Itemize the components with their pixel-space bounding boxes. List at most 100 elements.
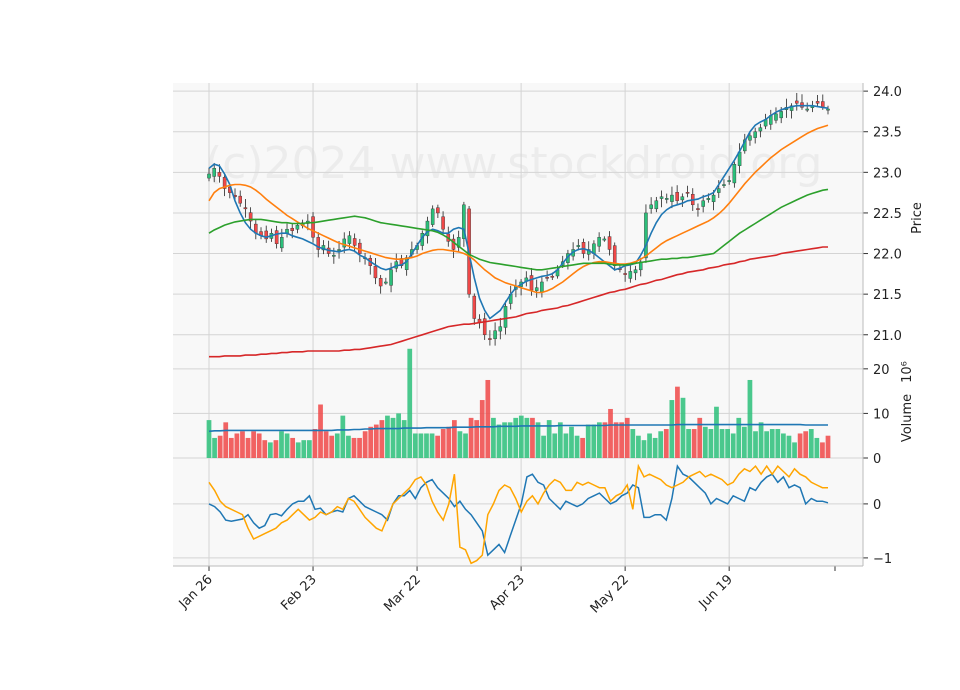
candle-body [753,131,757,138]
volume-bar [691,429,697,458]
price-tick-label: 23.0 [873,166,902,181]
volume-bar [719,429,725,458]
volume-bar [669,400,675,458]
volume-bar [764,431,770,458]
volume-bar [580,437,586,458]
candle-body [597,237,601,247]
candle-body [581,242,586,254]
candle-body [732,164,737,184]
candle-body [758,127,763,132]
candle-body [347,235,352,244]
volume-bar [401,420,407,458]
candle-body [358,242,362,254]
volume-bar [440,429,446,458]
volume-bar [530,417,535,458]
volume-bar [786,435,792,458]
volume-bar [608,408,613,458]
x-tick-label: Mar 22 [381,572,424,615]
volume-bar [346,435,351,458]
moving-average-line [208,188,829,271]
candle-body [222,177,227,189]
moving-average-line [208,124,829,294]
volume-bar [446,426,452,458]
candle-body [280,237,284,249]
volume-bar [312,429,318,458]
volume-bar [362,431,368,458]
volume-bar [491,417,496,458]
candle-body [540,281,544,293]
candle-body [633,269,638,274]
candle-body [774,113,778,121]
volume-bar [240,431,245,458]
volume-bar [758,422,764,458]
volume-bar [686,429,691,458]
volume-bar [502,422,507,458]
price-panel-bg [173,83,863,351]
volume-bar [814,437,820,458]
volume-bar [412,433,418,458]
candle-body [670,194,674,202]
volume-average-line [208,423,828,433]
x-tick-label: Jan 26 [176,572,216,612]
candle-body [212,168,216,177]
volume-bar [797,433,803,458]
volume-bar [725,429,730,458]
volume-bar [596,422,602,458]
volume-bar [619,422,625,458]
volume-bar [702,426,708,458]
volume-bar [485,379,491,458]
volume-bar [680,397,686,458]
candle-body [243,207,248,210]
candle-body [659,196,664,199]
candle-body [337,249,341,251]
volume-bar [468,417,474,458]
watermark: (c)2024 www.stockdroid.org [205,138,822,189]
volume-bar [390,417,396,458]
candle-body [826,108,830,111]
volume-bar [329,435,335,458]
candle-body [274,230,279,245]
candle-body [488,338,492,340]
candle-body [748,135,752,141]
candle-body [316,237,320,250]
volume-bar [385,415,390,458]
volume-bar [262,440,268,458]
candle-body [352,238,357,246]
candle-body [207,173,211,179]
candle-body [706,198,711,200]
volume-bar [574,435,580,458]
candle-body [805,108,809,111]
candle-body [722,184,726,186]
volume-bar [697,417,703,458]
volume-bar [368,426,374,458]
candle-body [576,245,581,247]
candle-body [607,236,612,250]
candle-body [373,265,378,279]
price-tick-label: 22.0 [873,248,902,263]
candle-body [430,208,435,225]
price-tick-label: 23.5 [873,126,902,141]
candle-body [311,216,315,238]
volume-bar [613,422,619,458]
volume-bar [340,415,346,458]
candle-body [342,238,347,248]
candle-body [384,281,388,284]
volume-bar [334,433,340,458]
volume-bar [351,437,357,458]
volume-bar [535,422,541,458]
volume-bar [451,420,457,458]
volume-bar [636,435,641,458]
volume-bar [714,406,719,458]
volume-bar [641,440,647,458]
volume-bar [290,437,296,458]
volume-bar [658,431,664,458]
candle-body [815,101,820,104]
candle-body [290,227,294,232]
candle-body [717,188,721,193]
candle-body [550,275,555,278]
volume-tick-label: 10 [873,407,890,422]
volume-bar [663,429,669,458]
oscillator-line [208,464,829,557]
volume-bar [624,417,630,458]
osc-tick-label: −1 [873,552,892,567]
